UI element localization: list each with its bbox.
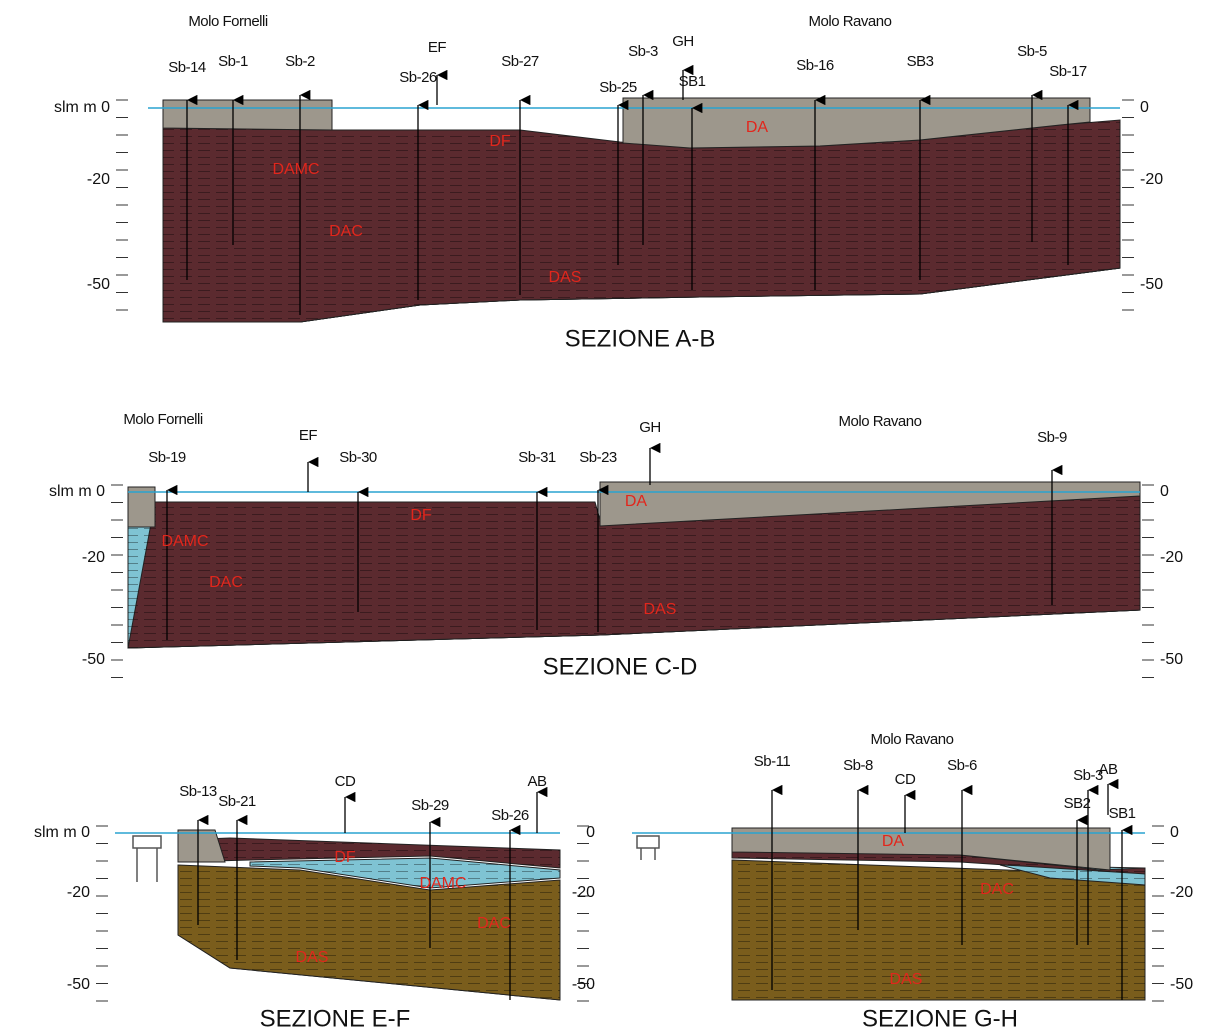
layer-label: DA: [625, 493, 648, 510]
place-label: Molo Ravano: [839, 413, 922, 430]
depth-label: -50: [87, 276, 110, 293]
borehole-label: SB2: [1064, 795, 1091, 812]
depth-label: 0: [1170, 824, 1179, 841]
borehole-label: Sb-2: [285, 53, 315, 70]
borehole-label: Sb-30: [339, 449, 377, 466]
borehole-label: CD: [895, 771, 916, 788]
depth-label: 0: [1160, 483, 1169, 500]
layer-label: DAS: [890, 971, 923, 988]
borehole-label: Sb-11: [754, 753, 791, 770]
hatch: [732, 860, 1145, 1000]
layer-label: DAS: [296, 949, 329, 966]
layer-label: DAC: [329, 223, 363, 240]
depth-label: slm m 0: [49, 483, 105, 500]
depth-label: -50: [1170, 976, 1193, 993]
layer-label: DF: [334, 849, 356, 866]
borehole-label: Sb-31: [518, 449, 556, 466]
borehole-label: Sb-26: [399, 69, 437, 86]
depth-label: -50: [82, 651, 105, 668]
depth-label: -20: [1160, 549, 1183, 566]
borehole-label: Sb-6: [947, 757, 977, 774]
borehole-label: Sb-1: [218, 53, 248, 70]
borehole-label: Sb-17: [1049, 63, 1087, 80]
depth-label: -20: [82, 549, 105, 566]
borehole-label: Sb-14: [168, 59, 206, 76]
depth-label: -20: [87, 171, 110, 188]
layer-label: DAMC: [161, 533, 208, 550]
layer-label: DAMC: [419, 875, 466, 892]
section-title: SEZIONE A-B: [565, 325, 716, 352]
borehole-label: GH: [639, 419, 661, 436]
depth-label: -50: [1140, 276, 1163, 293]
depth-label: 0: [586, 824, 595, 841]
borehole-label: SB3: [907, 53, 934, 70]
fill-layer: [163, 100, 332, 130]
hatch: [178, 865, 560, 1000]
borehole-label: Sb-9: [1037, 429, 1067, 446]
depth-label: -50: [1160, 651, 1183, 668]
section-title: SEZIONE G-H: [862, 1005, 1018, 1032]
depth-label: -50: [67, 976, 90, 993]
borehole-label: Sb-19: [148, 449, 186, 466]
borehole-label: GH: [672, 33, 694, 50]
borehole-label: Sb-26: [491, 807, 529, 824]
section-title: SEZIONE E-F: [260, 1005, 411, 1032]
layer-label: DAC: [209, 574, 243, 591]
fill-layer: [128, 487, 155, 527]
borehole-label: AB: [527, 773, 547, 790]
layer-label: DA: [746, 119, 769, 136]
depth-label: 0: [1140, 99, 1149, 116]
depth-label: -20: [1140, 171, 1163, 188]
layer-label: DAMC: [272, 161, 319, 178]
borehole-label: SB1: [1109, 805, 1136, 822]
borehole-label: Sb-16: [796, 57, 834, 74]
depth-label: slm m 0: [34, 824, 90, 841]
depth-label: slm m 0: [54, 99, 110, 116]
depth-label: -50: [572, 976, 595, 993]
layer-label: DF: [489, 133, 511, 150]
depth-label: -20: [572, 884, 595, 901]
borehole-label: SB1: [679, 73, 706, 90]
depth-label: -20: [67, 884, 90, 901]
borehole-label: Sb-25: [599, 79, 637, 96]
layer-label: DAS: [644, 601, 677, 618]
sections-diagram: Sb-14 Sb-1 Sb-2 Sb-26 EF Sb-27 Sb-25 Sb-3 GH SB1 S…: [0, 0, 1219, 1032]
borehole-label: EF: [299, 427, 318, 444]
layer-label: DA: [882, 833, 905, 850]
section-title: SEZIONE C-D: [543, 653, 698, 680]
place-label: Molo Fornelli: [123, 411, 203, 428]
place-label: Molo Ravano: [809, 13, 892, 30]
layer-label: DF: [410, 507, 432, 524]
borehole-label: CD: [335, 773, 356, 790]
borehole-label: EF: [428, 39, 447, 56]
borehole-label: Sb-23: [579, 449, 617, 466]
borehole-label: Sb-5: [1017, 43, 1047, 60]
borehole-label: Sb-3: [628, 43, 658, 60]
borehole-label: Sb-13: [179, 783, 217, 800]
layer-label: DAS: [549, 269, 582, 286]
depth-label: -20: [1170, 884, 1193, 901]
borehole-label: Sb-29: [411, 797, 449, 814]
place-label: Molo Fornelli: [188, 13, 268, 30]
layer-label: DAC: [477, 915, 511, 932]
place-label: Molo Ravano: [871, 731, 954, 748]
fill-layer: [178, 830, 225, 862]
layer-label: DAC: [980, 881, 1014, 898]
hatch: [163, 120, 1120, 322]
borehole-label: Sb-27: [501, 53, 539, 70]
borehole-label: Sb-8: [843, 757, 873, 774]
borehole-label: Sb-21: [218, 793, 256, 810]
borehole-label: AB: [1098, 761, 1118, 778]
